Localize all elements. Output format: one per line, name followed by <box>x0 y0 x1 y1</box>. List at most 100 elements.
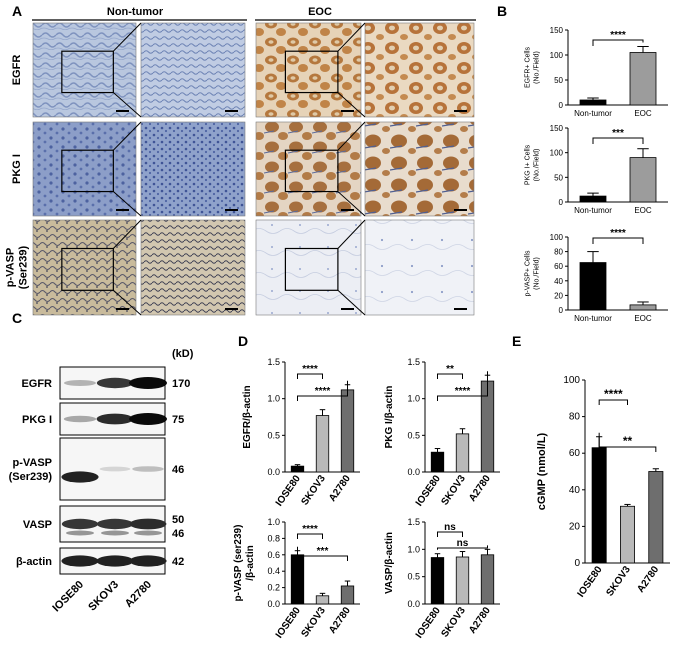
protein-band <box>101 530 129 536</box>
blot-kd-label: 75 <box>172 414 184 426</box>
y-tick-label: 20 <box>554 291 563 300</box>
bar <box>579 99 607 106</box>
significance-label: *** <box>612 128 624 139</box>
y-axis-label: p-VASP+ Cells <box>525 250 532 296</box>
bar <box>340 389 355 473</box>
significance-bracket <box>437 373 463 379</box>
blot-strip: VASP 50 46 <box>23 505 184 543</box>
row-label: PKG I <box>11 154 23 184</box>
row-label: (Ser239) <box>18 245 30 289</box>
significance-bracket <box>437 371 488 401</box>
y-axis-label: EGFR/β-actin <box>242 385 253 448</box>
x-category-label: A2780 <box>467 605 493 636</box>
micrograph <box>140 219 246 316</box>
y-tick-label: 0 <box>574 558 580 569</box>
protein-band <box>63 415 97 423</box>
protein-band <box>61 518 99 530</box>
protein-band <box>96 555 134 567</box>
protein-band <box>99 466 131 472</box>
micrograph <box>255 121 362 217</box>
y-tick-label: 1.5 <box>267 357 280 367</box>
x-category-label: SKOV3 <box>604 564 633 598</box>
significance-label: ns <box>457 538 469 549</box>
micrograph <box>140 121 246 217</box>
y-tick-label: 100 <box>550 233 564 242</box>
lane-label: A2780 <box>123 579 154 610</box>
group-label-eoc: EOC <box>308 6 332 18</box>
y-tick-label: 0 <box>559 198 564 207</box>
significance-bracket <box>297 546 348 561</box>
y-tick-label: 150 <box>550 124 564 133</box>
y-tick-label: 0.6 <box>267 550 280 560</box>
protein-band <box>96 413 134 425</box>
zoom-region-box <box>61 50 114 94</box>
y-tick-label: 60 <box>554 262 563 271</box>
significance-label: **** <box>610 228 626 239</box>
panel-letter-b: B <box>497 3 507 19</box>
y-tick-label: 1.0 <box>267 517 280 527</box>
x-category-label: A2780 <box>327 605 353 636</box>
significance-label: **** <box>610 30 626 41</box>
significance-label: **** <box>604 387 623 401</box>
lane-label: IOSE80 <box>50 579 86 615</box>
significance-bracket <box>598 399 628 405</box>
y-tick-label: 150 <box>550 26 564 35</box>
bar <box>455 433 470 473</box>
panel-letter-e: E <box>512 333 521 349</box>
significance-label: *** <box>317 546 329 557</box>
significance-label: ** <box>623 434 633 448</box>
panel-c: (kD) EGFR 170 PKG I 75 p-VASP (Ser239) 46 VASP 50… <box>9 348 194 614</box>
zoom-connector <box>337 219 366 249</box>
y-tick-label: 0.0 <box>267 599 280 609</box>
row-label: p-VASP <box>5 248 17 288</box>
blot-protein-label: EGFR <box>21 378 52 390</box>
zoom-connector <box>112 22 142 52</box>
zoom-connector <box>113 289 142 316</box>
bar <box>579 262 607 311</box>
panel-letter-d: D <box>238 333 248 349</box>
x-category-label: EOC <box>634 206 652 215</box>
x-category-label: SKOV3 <box>299 605 328 639</box>
y-tick-label: 60 <box>569 448 581 459</box>
protein-band <box>129 377 167 389</box>
x-category-label: SKOV3 <box>299 473 328 507</box>
y-tick-label: 0 <box>559 306 564 315</box>
blot-protein-label: PKG I <box>22 414 52 426</box>
zoom-connector <box>113 92 142 118</box>
x-category-label: SKOV3 <box>439 473 468 507</box>
micrograph <box>364 121 475 217</box>
x-category-label: EOC <box>634 109 652 118</box>
y-tick-label: 0 <box>559 101 564 110</box>
lane-label: SKOV3 <box>86 579 121 614</box>
zoom-connector <box>337 92 366 118</box>
significance-bracket <box>437 531 463 537</box>
bar <box>579 195 607 203</box>
zoom-connector <box>337 121 366 151</box>
y-tick-label: 80 <box>569 412 581 423</box>
protein-band <box>96 377 134 389</box>
protein-band <box>96 518 134 530</box>
micrograph <box>32 219 137 316</box>
significance-label: ** <box>446 364 454 375</box>
y-axis-label: (No./Field) <box>534 257 541 290</box>
y-tick-label: 50 <box>554 76 563 85</box>
blot-protein-label: β-actin <box>16 556 52 568</box>
zoom-connector <box>112 121 142 151</box>
significance-label: ns <box>444 522 456 533</box>
significance-bracket <box>592 137 644 144</box>
bar <box>315 595 330 605</box>
y-tick-label: 0.2 <box>267 583 280 593</box>
blot-kd-label: 46 <box>172 464 184 476</box>
x-category-label: Non-tumor <box>574 314 612 323</box>
y-tick-label: 0.0 <box>407 467 420 477</box>
bar <box>430 451 445 473</box>
blot-kd-label: 50 <box>172 514 184 526</box>
blot-strip: PKG I 75 <box>22 402 184 436</box>
y-axis-label: VASP/β-actin <box>384 532 395 594</box>
significance-label: **** <box>302 364 318 375</box>
y-tick-label: 0.5 <box>407 572 420 582</box>
zoom-connector <box>337 191 366 217</box>
protein-band <box>129 555 167 567</box>
